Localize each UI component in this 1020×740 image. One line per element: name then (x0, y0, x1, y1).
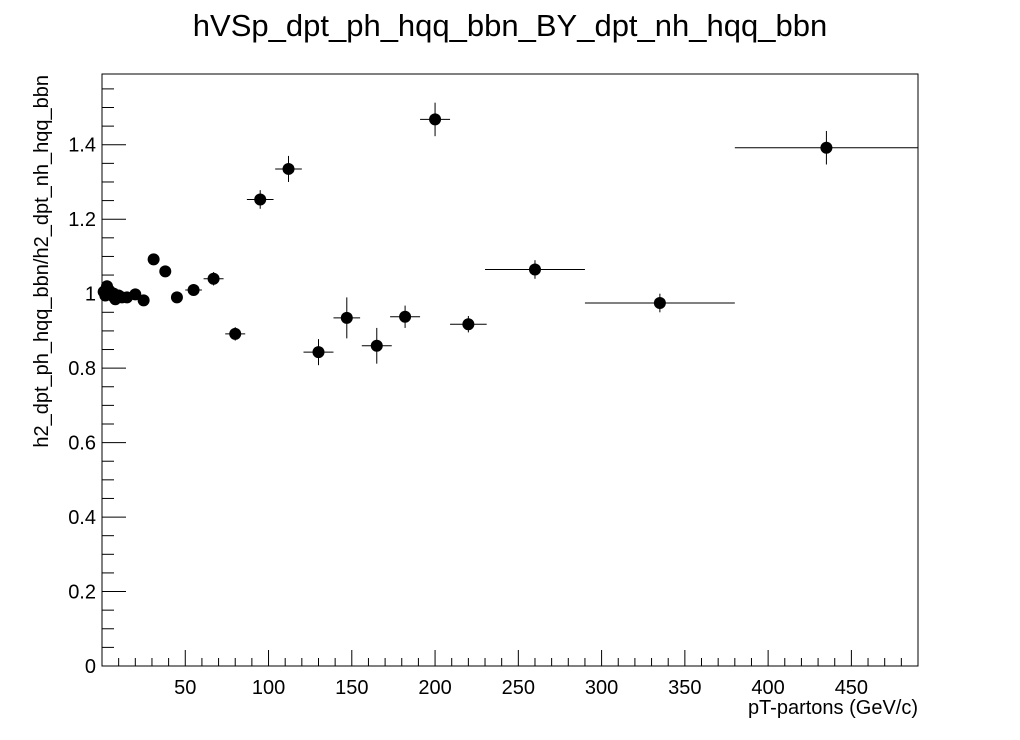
point-marker (528, 263, 541, 276)
y-tick-label: 1.4 (68, 135, 96, 157)
point-marker (429, 113, 442, 126)
x-tick-label: 250 (502, 677, 535, 699)
data-point (390, 305, 421, 328)
chart-title: hVSp_dpt_ph_hqq_bbn_BY_dpt_nh_hqq_bbn (193, 8, 827, 43)
point-marker (282, 162, 295, 175)
y-tick-label: 0.8 (68, 358, 96, 380)
y-tick-label: 1.2 (68, 209, 96, 231)
point-marker (340, 311, 353, 324)
data-point (137, 294, 150, 307)
x-tick-label: 450 (835, 677, 868, 699)
data-point (246, 190, 274, 209)
point-marker (159, 265, 172, 278)
data-point (333, 297, 361, 339)
plot-frame (101, 73, 919, 667)
y-tick-label: 0.6 (68, 433, 96, 455)
y-tick-label: 1 (85, 284, 96, 306)
point-marker (820, 141, 833, 154)
point-marker (653, 296, 666, 309)
point-marker (129, 288, 142, 301)
data-point (303, 339, 334, 366)
data-point (159, 265, 172, 278)
data-point (734, 130, 918, 165)
data-point (275, 155, 302, 182)
point-marker (399, 310, 412, 323)
data-point (450, 316, 487, 333)
x-axis: 50 100 150 200 250 300 350 400 450 (118, 650, 902, 699)
point-marker (312, 346, 325, 359)
y-tick-label: 0.2 (68, 582, 96, 604)
x-tick-label: 350 (668, 677, 701, 699)
data-point (225, 327, 246, 341)
point-marker (370, 339, 383, 352)
data-points (97, 102, 918, 366)
point-marker (170, 291, 183, 304)
y-tick-label: 0 (85, 656, 96, 678)
point-marker (187, 283, 200, 296)
data-point (170, 291, 183, 304)
data-point (485, 260, 585, 279)
data-point (203, 272, 224, 286)
point-marker (462, 318, 475, 331)
point-marker (137, 294, 150, 307)
point-marker (254, 193, 267, 206)
data-point (584, 293, 735, 313)
data-point (420, 102, 451, 137)
y-tick-label: 0.4 (68, 507, 96, 529)
x-tick-label: 300 (585, 677, 618, 699)
data-point (129, 288, 142, 301)
point-marker (229, 327, 242, 340)
data-point (185, 283, 202, 296)
x-tick-label: 50 (174, 677, 196, 699)
data-point (147, 253, 160, 266)
y-axis-title: h2_dpt_ph_hqq_bbn/h2_dpt_nh_hqq_bbn (31, 75, 53, 448)
x-axis-title: pT-partons (GeV/c) (748, 697, 918, 719)
x-tick-label: 100 (252, 677, 285, 699)
y-axis: 0 0.2 0.4 0.6 0.8 1 1.2 1.4 (68, 88, 126, 678)
point-marker (207, 272, 220, 285)
point-marker (147, 253, 160, 266)
x-tick-label: 400 (751, 677, 784, 699)
x-tick-label: 200 (418, 677, 451, 699)
data-point (361, 327, 392, 364)
x-tick-label: 150 (335, 677, 368, 699)
